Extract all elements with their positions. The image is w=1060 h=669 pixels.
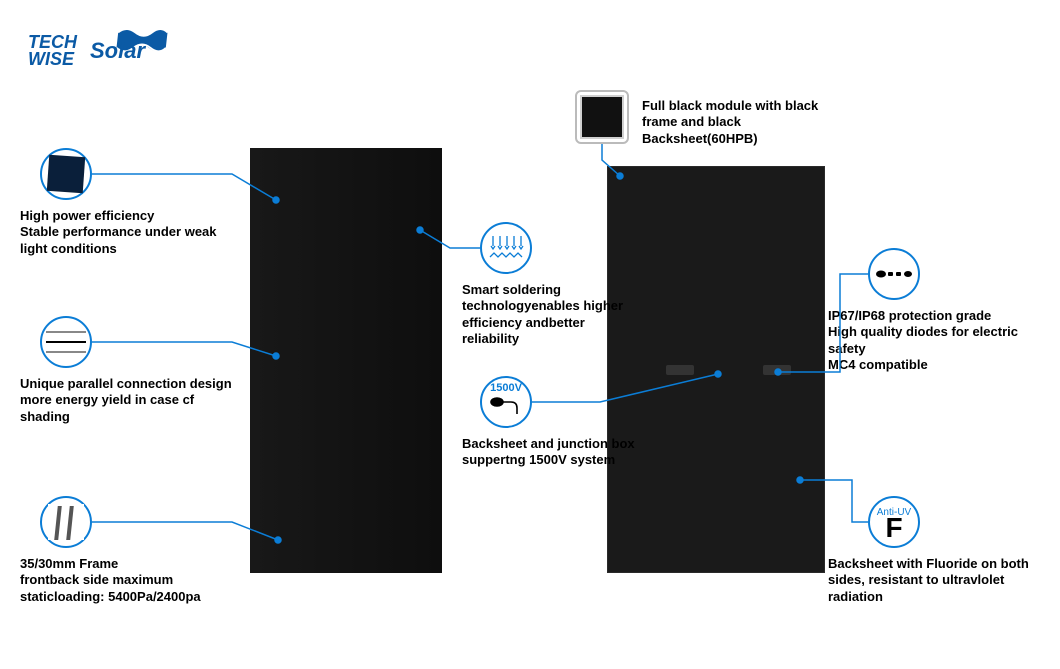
frame-icon	[40, 496, 92, 548]
solder-icon	[480, 222, 532, 274]
text: MC4 compatible	[828, 357, 928, 372]
junction-box-1	[666, 365, 694, 375]
text: Unique parallel connection design	[20, 376, 232, 391]
text: sides, resistant to ultravlolet radiatio…	[828, 572, 1004, 603]
text: suppertng 1500V system	[462, 452, 615, 467]
parallel-text: Unique parallel connection design more e…	[20, 376, 240, 425]
plug-icon	[489, 394, 523, 416]
fullblack-icon	[575, 90, 629, 144]
fullblack-text: Full black module with black frame and b…	[642, 98, 852, 147]
text: light conditions	[20, 241, 117, 256]
text: High quality diodes for electric safety	[828, 324, 1018, 355]
voltage-text: Backsheet and junction box suppertng 150…	[462, 436, 642, 469]
text: Backsheet and junction box	[462, 436, 635, 451]
text: more energy yield in case cf shading	[20, 392, 194, 423]
antiuv-icon: Anti-UV F	[868, 496, 920, 548]
arrows-icon	[488, 234, 524, 262]
brand-line2: WISE	[28, 49, 74, 69]
text: technologyenables higher	[462, 298, 623, 313]
ip67-icon	[868, 248, 920, 300]
text: efficiency andbetter reliability	[462, 315, 585, 346]
text: staticloading: 5400Pa/2400pa	[20, 589, 201, 604]
solar-panel-front	[250, 148, 442, 573]
junction-box-2	[763, 365, 791, 375]
highpower-icon	[40, 148, 92, 200]
text: High power efficiency	[20, 208, 154, 223]
text: frame and black Backsheet(60HPB)	[642, 114, 758, 145]
parallel-icon	[40, 316, 92, 368]
voltage-badge: 1500V	[489, 383, 523, 394]
solar-panel-back	[607, 166, 825, 573]
brand-word: Solar	[90, 38, 145, 64]
text: Smart soldering	[462, 282, 561, 297]
connector-icon	[875, 266, 913, 282]
highpower-text: High power efficiency Stable performance…	[20, 208, 230, 257]
text: 35/30mm Frame	[20, 556, 118, 571]
frame-text: 35/30mm Frame frontback side maximum sta…	[20, 556, 230, 605]
text: Stable performance under weak	[20, 224, 217, 239]
antiuv-text: Backsheet with Fluoride on both sides, r…	[828, 556, 1044, 605]
voltage-icon: 1500V	[480, 376, 532, 428]
brand-logo: TECH WISE Solar	[28, 20, 163, 70]
solder-text: Smart soldering technologyenables higher…	[462, 282, 632, 347]
antiuv-letter: F	[877, 518, 911, 538]
text: Full black module with black	[642, 98, 818, 113]
ip67-text: IP67/IP68 protection grade High quality …	[828, 308, 1052, 373]
text: IP67/IP68 protection grade	[828, 308, 991, 323]
text: Backsheet with Fluoride on both	[828, 556, 1029, 571]
text: frontback side maximum	[20, 572, 173, 587]
